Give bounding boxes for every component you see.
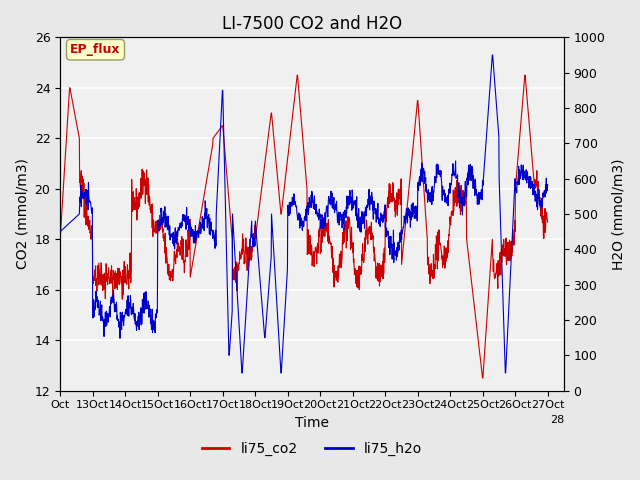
- Y-axis label: CO2 (mmol/m3): CO2 (mmol/m3): [15, 158, 29, 269]
- Title: LI-7500 CO2 and H2O: LI-7500 CO2 and H2O: [222, 15, 402, 33]
- Legend: li75_co2, li75_h2o: li75_co2, li75_h2o: [196, 436, 428, 461]
- Text: EP_flux: EP_flux: [70, 43, 121, 56]
- Text: 28: 28: [550, 415, 564, 425]
- X-axis label: Time: Time: [295, 416, 329, 430]
- Y-axis label: H2O (mmol/m3): H2O (mmol/m3): [611, 158, 625, 270]
